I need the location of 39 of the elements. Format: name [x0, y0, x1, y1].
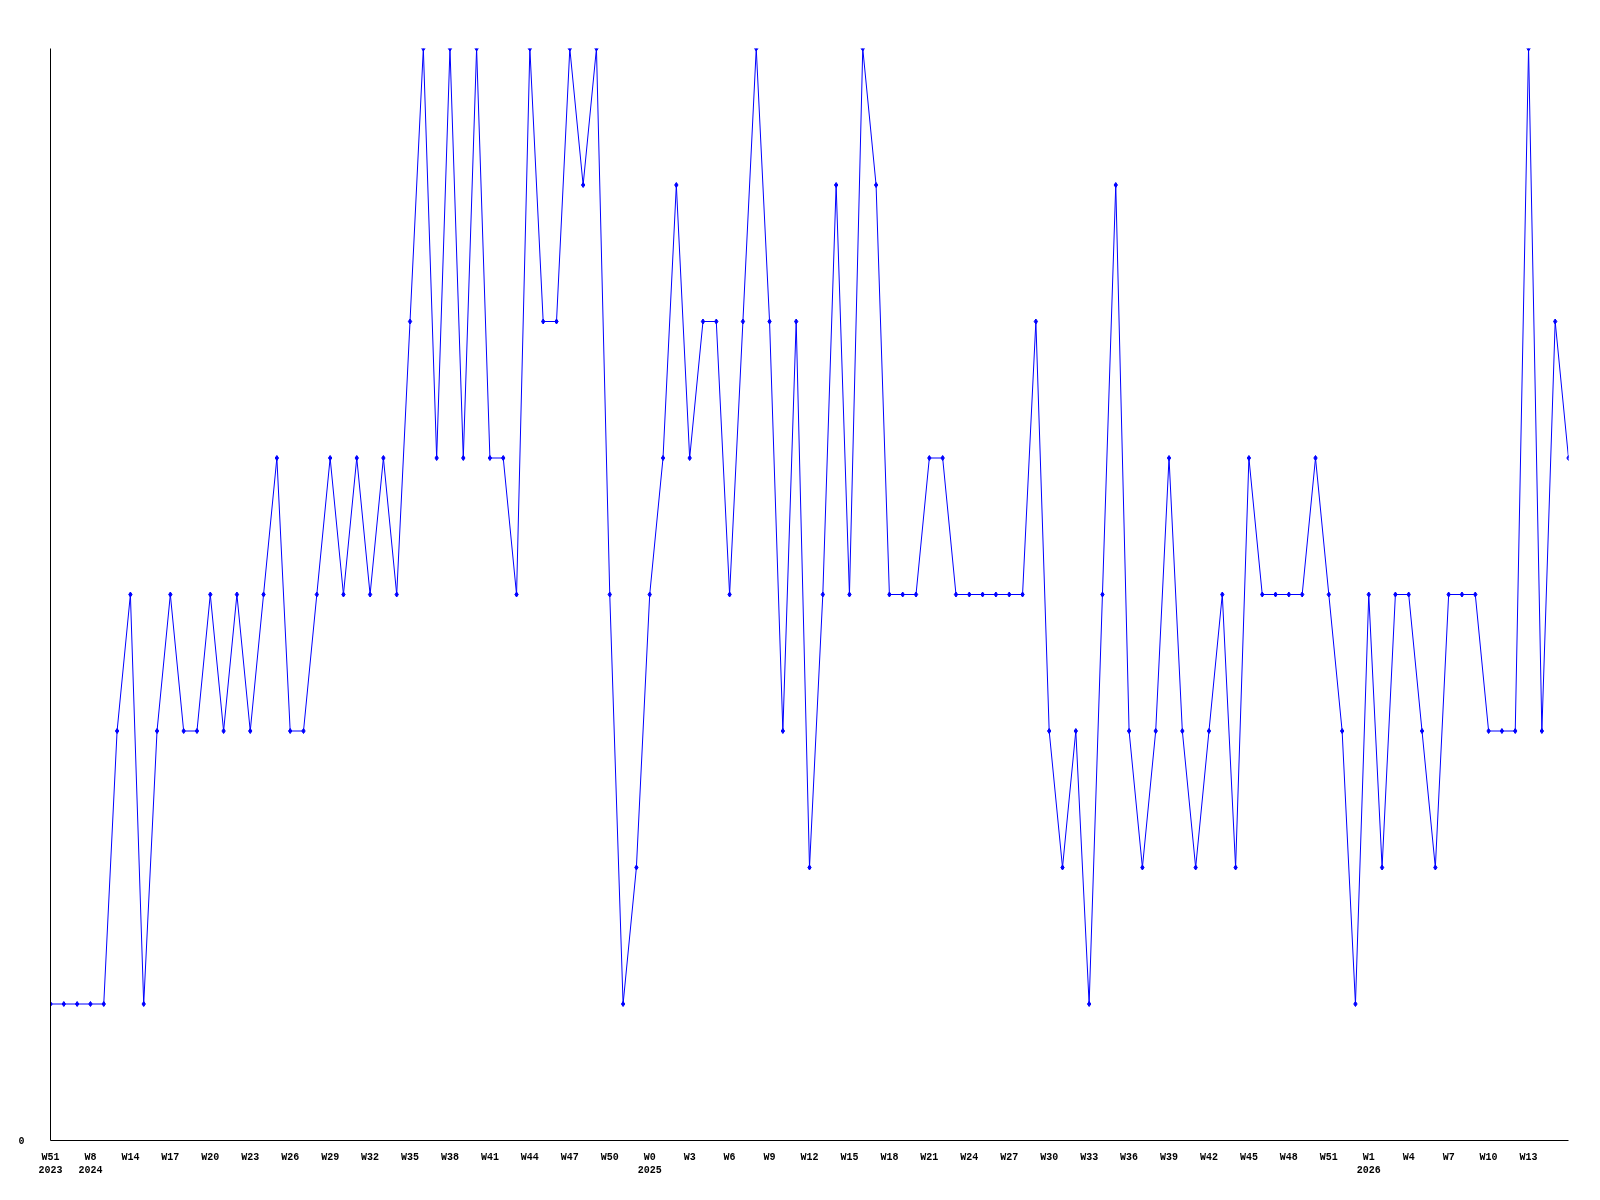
- x-tick-label: W0 2025: [637, 1151, 662, 1176]
- x-tick-label: W39: [1160, 1151, 1179, 1163]
- x-tick-label: W18: [880, 1151, 899, 1163]
- x-tick-label: W12: [800, 1151, 819, 1163]
- x-tick-label: W45: [1239, 1151, 1258, 1163]
- x-tick-label: W47: [560, 1151, 579, 1163]
- x-tick-label: W17: [161, 1151, 180, 1163]
- x-tick-label: W50: [600, 1151, 619, 1163]
- x-tick-label: W36: [1120, 1151, 1139, 1163]
- x-tick-label: W4: [1402, 1151, 1415, 1163]
- x-tick-label: W30: [1040, 1151, 1059, 1163]
- text: 0: [18, 1136, 25, 1147]
- x-tick-label: W23: [241, 1151, 260, 1163]
- x-tick-label: W10: [1479, 1151, 1498, 1163]
- x-tick-label: W44: [520, 1151, 539, 1163]
- x-tick-label: W9: [763, 1151, 776, 1163]
- x-tick-label: W32: [361, 1151, 380, 1163]
- x-tick-label: W6: [723, 1151, 736, 1163]
- x-tick-label: W51: [1319, 1151, 1338, 1163]
- x-tick-label: W21: [920, 1151, 939, 1163]
- x-tick-label: W27: [1000, 1151, 1019, 1163]
- x-tick-label: W48: [1279, 1151, 1298, 1163]
- x-tick-label: W41: [480, 1151, 499, 1163]
- x-tick-label: W13: [1519, 1151, 1538, 1163]
- x-tick-label: W7: [1442, 1151, 1455, 1163]
- x-tick-label: W3: [683, 1151, 696, 1163]
- x-tick-label: W35: [401, 1151, 420, 1163]
- x-tick-label: W15: [840, 1151, 859, 1163]
- x-tick-label: W24: [960, 1151, 979, 1163]
- x-tick-label: W29: [321, 1151, 340, 1163]
- x-tick-label: W33: [1080, 1151, 1099, 1163]
- x-tick-label: W26: [281, 1151, 300, 1163]
- x-tick-label: W14: [121, 1151, 140, 1163]
- x-tick-label: W1 2026: [1356, 1151, 1381, 1176]
- x-tick-label: W51 2023: [38, 1151, 63, 1176]
- x-tick-label: W8 2024: [78, 1151, 103, 1176]
- x-tick-label: W20: [201, 1151, 220, 1163]
- x-tick-label: W38: [440, 1151, 459, 1163]
- x-tick-label: W42: [1199, 1151, 1218, 1163]
